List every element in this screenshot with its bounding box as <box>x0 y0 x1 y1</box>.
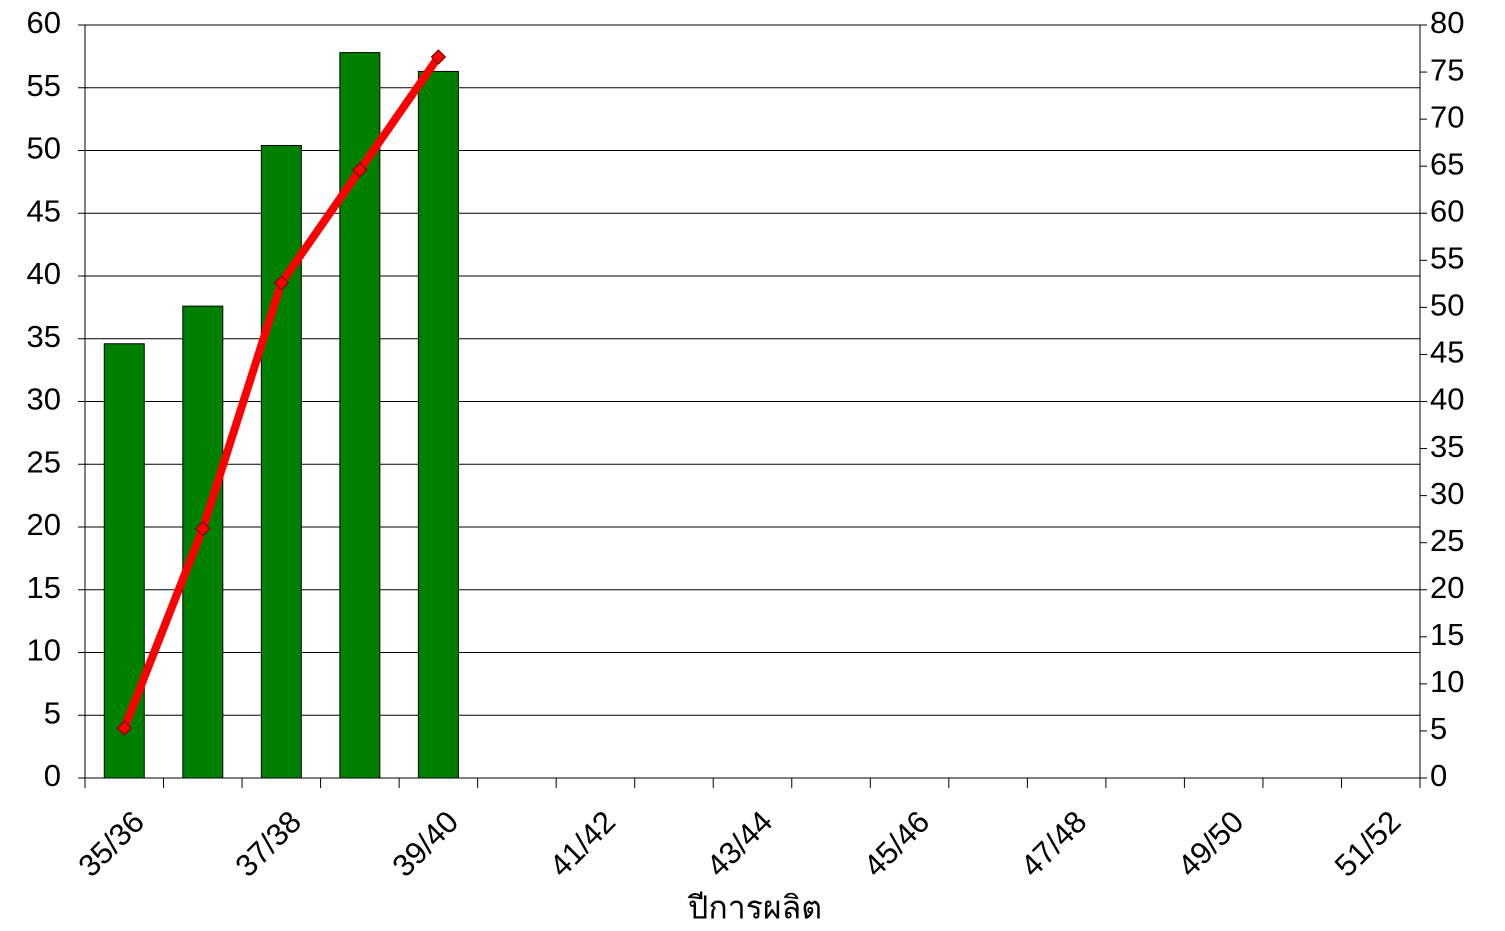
y-tick-label: 0 <box>44 758 61 793</box>
x-tick-label: 51/52 <box>1328 804 1408 884</box>
y2-tick-label: 15 <box>1430 617 1464 652</box>
y2-tick-label: 60 <box>1430 193 1464 228</box>
y2-tick-label: 5 <box>1430 711 1447 746</box>
marker <box>195 520 211 537</box>
bar <box>103 343 145 779</box>
y-tick-label: 45 <box>27 193 61 228</box>
y-tick-label: 35 <box>27 319 61 354</box>
y-tick-label: 30 <box>27 382 61 417</box>
marker <box>273 275 290 291</box>
bar <box>417 70 459 779</box>
y2-tick-label: 45 <box>1430 335 1464 370</box>
y2-tick-label: 80 <box>1430 5 1464 40</box>
y2-tick-label: 50 <box>1430 288 1464 323</box>
y2-tick-label: 0 <box>1430 758 1447 793</box>
y2-tick-label: 70 <box>1430 99 1464 134</box>
marker <box>430 49 447 65</box>
x-tick-label: 43/44 <box>700 804 780 884</box>
y-tick-label: 40 <box>27 256 61 291</box>
y2-tick-label: 10 <box>1430 664 1464 699</box>
x-tick-label: 37/38 <box>228 804 308 884</box>
y2-tick-label: 40 <box>1430 382 1464 417</box>
y-tick-label: 60 <box>27 5 61 40</box>
y2-tick-label: 30 <box>1430 476 1464 511</box>
y2-tick-label: 20 <box>1430 570 1464 605</box>
y-tick-label: 15 <box>27 570 61 605</box>
x-tick-label: 41/42 <box>543 804 623 884</box>
y2-tick-label: 25 <box>1430 523 1464 558</box>
y-tick-label: 20 <box>27 507 61 542</box>
y-tick-label: 50 <box>27 131 61 166</box>
x-tick-label: 49/50 <box>1171 804 1251 884</box>
y2-tick-label: 35 <box>1430 429 1464 464</box>
bar <box>182 305 224 779</box>
y2-tick-label: 55 <box>1430 241 1464 276</box>
y-tick-label: 10 <box>27 633 61 668</box>
marker <box>116 720 132 736</box>
marker <box>352 162 368 178</box>
bar <box>260 144 302 779</box>
y2-tick-label: 65 <box>1430 146 1464 181</box>
x-axis-title: ปีการผลิต <box>687 889 822 927</box>
y2-tick-label: 75 <box>1430 52 1464 87</box>
y-tick-label: 55 <box>27 68 61 103</box>
y-tick-label: 5 <box>44 695 61 730</box>
y-tick-label: 25 <box>27 444 61 479</box>
x-tick-label: 45/46 <box>857 804 937 884</box>
x-tick-label: 35/36 <box>71 804 151 884</box>
x-tick-label: 47/48 <box>1014 804 1094 884</box>
bar <box>339 52 381 779</box>
x-tick-label: 39/40 <box>386 804 466 884</box>
